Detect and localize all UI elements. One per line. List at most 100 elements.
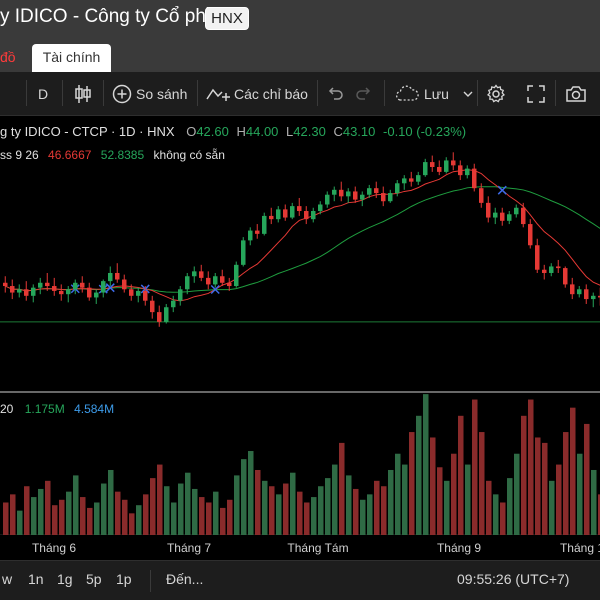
volume-bar: [346, 475, 352, 535]
candle-body: [339, 189, 344, 197]
volume-bar: [304, 502, 310, 535]
candle-body: [38, 282, 43, 288]
volume-bar: [311, 497, 317, 535]
volume-bar: [409, 432, 415, 535]
month-label: Tháng 7: [166, 541, 212, 555]
candle-body: [598, 295, 600, 298]
volume-bar: [24, 486, 30, 535]
candles-icon: [73, 83, 93, 105]
range-button[interactable]: 5p: [86, 571, 102, 587]
volume-bar: [535, 437, 541, 535]
candle-body: [283, 209, 288, 218]
candle-body: [129, 289, 134, 296]
candle-body: [584, 289, 589, 300]
volume-bar: [416, 415, 422, 535]
tab-financials[interactable]: Tài chính: [32, 44, 111, 72]
candle-body: [402, 178, 407, 184]
volume-bar: [157, 464, 163, 535]
compare-button[interactable]: So sánh: [112, 80, 187, 108]
volume-value-1: 1.175M: [24, 402, 65, 416]
volume-bar: [241, 459, 247, 535]
candle-body: [143, 290, 148, 301]
candle-body: [87, 287, 92, 298]
range-button[interactable]: 1p: [116, 571, 132, 587]
candle-body: [220, 276, 225, 283]
volume-name: 20: [0, 402, 14, 416]
candle-body: [535, 245, 540, 270]
interval-button[interactable]: D: [38, 80, 48, 108]
candle-body: [241, 240, 246, 265]
volume-bar: [458, 415, 464, 535]
close-value: 43.10: [342, 124, 376, 139]
volume-bar: [367, 494, 373, 535]
toolbar-divider: [197, 80, 198, 106]
volume-bar: [318, 486, 324, 535]
redo-button[interactable]: [355, 80, 373, 108]
settings-button[interactable]: [486, 80, 506, 108]
candle-body: [52, 286, 57, 291]
volume-bar: [465, 464, 471, 535]
volume-bar: [143, 494, 149, 535]
exchange-badge: HNX: [205, 7, 249, 30]
compare-label: So sánh: [136, 86, 188, 102]
fullscreen-button[interactable]: [526, 80, 546, 108]
volume-bar: [563, 432, 569, 535]
volume-legend: 20 1.175M 4.584M: [0, 402, 114, 416]
candle-body: [31, 287, 36, 296]
save-button[interactable]: Lưu: [394, 80, 473, 108]
toolbar-divider: [555, 80, 556, 106]
toolbar-divider: [317, 80, 318, 106]
gear-icon: [486, 84, 506, 104]
volume-bar: [402, 464, 408, 535]
indicator-value-1: 46.6667: [48, 148, 92, 162]
candle-body: [255, 230, 260, 234]
bottom-bar: w 1n 1g 5p 1p Đến... 09:55:26 (UTC+7): [0, 560, 600, 600]
open-label: O: [186, 124, 197, 139]
volume-bar: [150, 478, 156, 535]
candle-body: [108, 272, 113, 282]
candle-body: [297, 206, 302, 212]
candle-body: [192, 271, 197, 277]
tab-chart[interactable]: đồ: [0, 49, 16, 65]
indicator-value-2: 52.8385: [100, 148, 145, 162]
candle-body: [486, 202, 491, 218]
undo-button[interactable]: [326, 80, 344, 108]
candle-body: [171, 300, 176, 308]
candle-body: [213, 276, 218, 285]
candle-body: [472, 168, 477, 189]
indicators-button[interactable]: Các chỉ báo: [206, 80, 308, 108]
candle-body: [248, 230, 253, 241]
volume-bar: [395, 453, 401, 535]
candle-body: [409, 178, 414, 182]
volume-bar: [171, 502, 177, 535]
range-button[interactable]: 1g: [57, 571, 73, 587]
volume-bar: [332, 464, 338, 535]
volume-bar: [164, 486, 170, 535]
volume-bar: [136, 505, 142, 535]
volume-bar: [3, 502, 9, 535]
volume-bar: [500, 502, 506, 535]
cloud-icon: [394, 85, 420, 103]
candle-body: [521, 207, 526, 225]
volume-bar: [360, 499, 366, 535]
volume-bar: [185, 472, 191, 535]
time-scale[interactable]: Tháng 6 Tháng 7 Tháng Tám Tháng 9 Tháng …: [0, 535, 600, 560]
chart-pane[interactable]: [0, 116, 600, 560]
chart-type-button[interactable]: [73, 80, 93, 108]
ma-slow-line: [5, 186, 600, 293]
screenshot-button[interactable]: [565, 80, 587, 108]
go-to-date-button[interactable]: Đến...: [166, 571, 204, 587]
candle-body: [395, 183, 400, 194]
range-button[interactable]: w: [2, 571, 13, 587]
indicator-value-3: không có sẵn: [153, 148, 225, 162]
price-volume-chart[interactable]: [0, 116, 600, 560]
volume-bar: [59, 499, 65, 535]
candle-body: [353, 191, 358, 200]
candle-body: [59, 290, 64, 295]
candle-body: [73, 282, 78, 290]
volume-bar: [178, 483, 184, 535]
clock-timezone[interactable]: 09:55:26 (UTC+7): [457, 571, 570, 587]
range-button[interactable]: 1n: [28, 571, 44, 587]
candle-body: [3, 282, 8, 287]
volume-bar: [17, 510, 23, 535]
